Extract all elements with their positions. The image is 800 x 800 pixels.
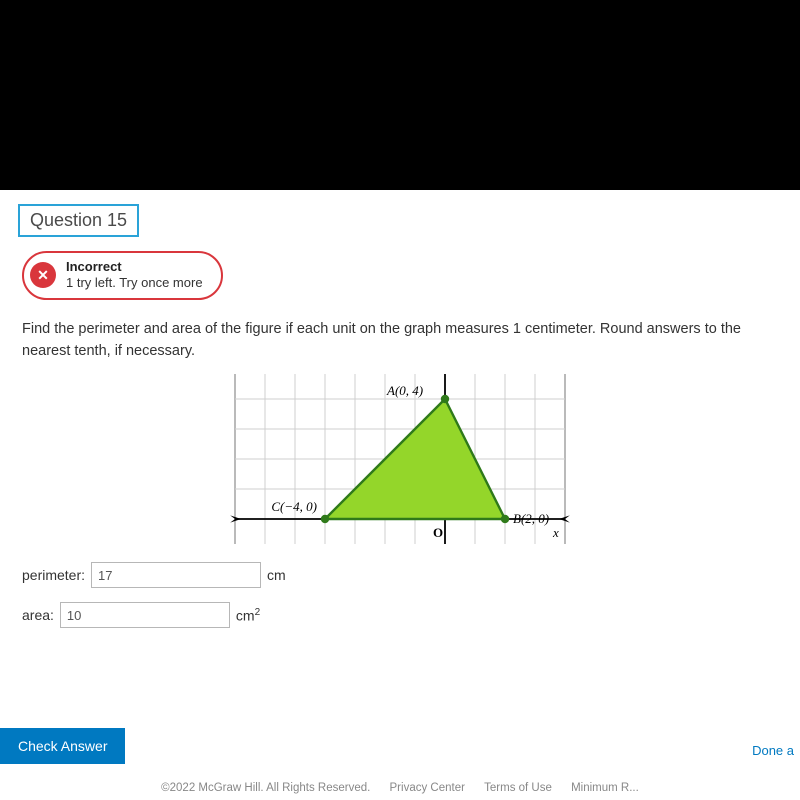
status-text: Incorrect 1 try left. Try once more	[66, 259, 203, 292]
area-row: area: cm2	[22, 602, 800, 628]
page-footer: ©2022 McGraw Hill. All Rights Reserved. …	[0, 782, 800, 794]
area-unit: cm2	[236, 607, 260, 624]
question-prompt: Find the perimeter and area of the figur…	[0, 314, 800, 373]
incorrect-x-icon: ✕	[30, 262, 56, 288]
answer-section: perimeter: cm area: cm2	[0, 544, 800, 628]
triangle-graph: A(0, 4)C(−4, 0)B(2, 0)Oxy	[228, 374, 572, 544]
perimeter-unit: cm	[267, 567, 286, 583]
perimeter-row: perimeter: cm	[22, 562, 800, 588]
svg-text:A(0, 4): A(0, 4)	[386, 383, 423, 398]
svg-text:x: x	[552, 525, 559, 540]
footer-link-privacy[interactable]: Privacy Center	[390, 782, 465, 794]
footer-link-terms[interactable]: Terms of Use	[484, 782, 552, 794]
status-pill: ✕ Incorrect 1 try left. Try once more	[22, 251, 223, 300]
area-input[interactable]	[60, 602, 230, 628]
svg-text:B(2, 0): B(2, 0)	[513, 511, 549, 526]
status-title: Incorrect	[66, 259, 122, 274]
copyright-text: ©2022 McGraw Hill. All Rights Reserved.	[161, 782, 370, 794]
status-subtitle: 1 try left. Try once more	[66, 275, 203, 290]
svg-text:O: O	[433, 525, 443, 540]
perimeter-label: perimeter:	[22, 567, 85, 583]
area-label: area:	[22, 607, 54, 623]
perimeter-input[interactable]	[91, 562, 261, 588]
footer-link-min[interactable]: Minimum R...	[571, 782, 639, 794]
screen-area: Question 15 ✕ Incorrect 1 try left. Try …	[0, 190, 800, 800]
svg-text:C(−4, 0): C(−4, 0)	[271, 499, 317, 514]
check-answer-button[interactable]: Check Answer	[0, 728, 125, 764]
figure-container: A(0, 4)C(−4, 0)B(2, 0)Oxy	[0, 374, 800, 544]
device-black-bezel	[0, 0, 800, 190]
done-link[interactable]: Done a	[752, 743, 794, 758]
page-content: Question 15 ✕ Incorrect 1 try left. Try …	[0, 190, 800, 800]
question-number-box: Question 15	[18, 204, 139, 237]
photo-frame: Question 15 ✕ Incorrect 1 try left. Try …	[0, 0, 800, 800]
